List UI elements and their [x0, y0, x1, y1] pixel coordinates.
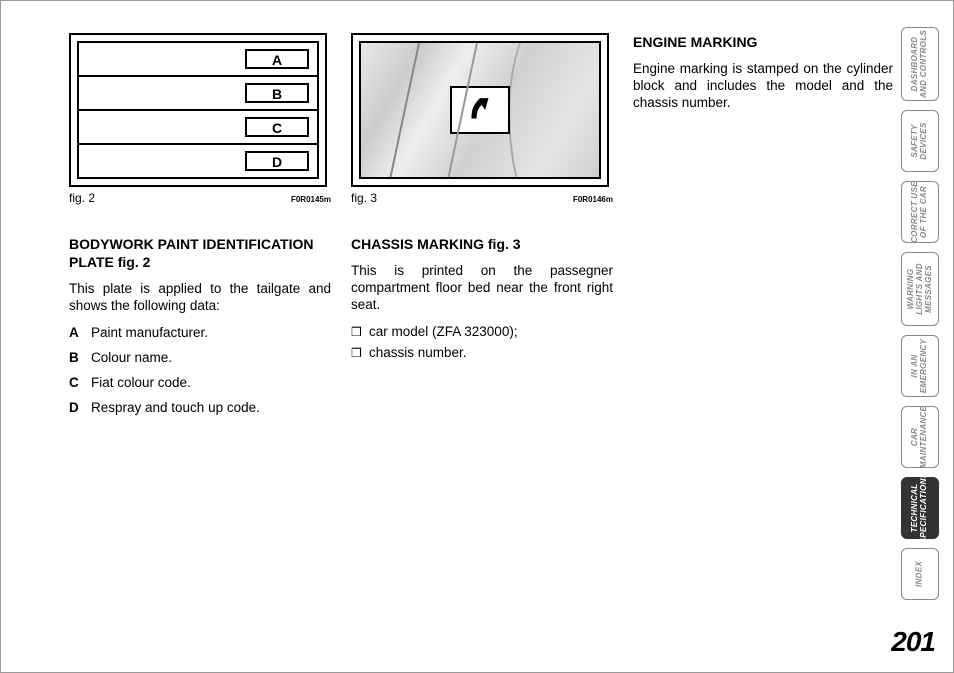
- bullet-item: chassis number.: [351, 345, 613, 360]
- plate-row: D: [79, 145, 317, 177]
- def-val: Paint manufacturer.: [91, 325, 208, 340]
- fig2-code: F0R0145m: [291, 195, 331, 204]
- plate-label-b: B: [245, 83, 309, 103]
- side-tab-label: WARNINGLIGHTS ANDMESSAGES: [907, 263, 933, 315]
- bullet-item: car model (ZFA 323000);: [351, 324, 613, 339]
- section3-body: Engine marking is stamped on the cylinde…: [633, 61, 893, 112]
- side-tab[interactable]: CORRECT USEOF THE CAR: [901, 181, 939, 243]
- side-tab[interactable]: CARMAINTENANCE: [901, 406, 939, 468]
- side-tab[interactable]: WARNINGLIGHTS ANDMESSAGES: [901, 252, 939, 326]
- manual-page: A B C D fig. 2 F0: [0, 0, 954, 673]
- plate-row: C: [79, 111, 317, 145]
- side-tab-label: SAFETYDEVICES: [911, 122, 929, 159]
- arrow-up-icon: [450, 86, 510, 134]
- side-tab[interactable]: SAFETYDEVICES: [901, 110, 939, 172]
- def-key: B: [69, 350, 91, 365]
- plate-label-a: A: [245, 49, 309, 69]
- side-tab-label: DASHBOARDAND CONTROLS: [911, 30, 929, 98]
- side-tab-label: INDEX: [916, 561, 925, 587]
- section1-heading: BODYWORK PAINT IDENTIFICATION PLATE fig.…: [69, 235, 331, 271]
- side-tabs: DASHBOARDAND CONTROLS SAFETYDEVICES CORREC…: [901, 27, 939, 600]
- section2-intro: This is printed on the passegner compart…: [351, 263, 613, 314]
- figure-3-illustration: [359, 41, 601, 179]
- side-tab-label: IN ANEMERGENCY: [911, 339, 929, 393]
- plate-label-d: D: [245, 151, 309, 171]
- figure-3-box: [351, 33, 609, 187]
- content-area: A B C D fig. 2 F0: [1, 1, 953, 445]
- def-val: Colour name.: [91, 350, 172, 365]
- plate-row: B: [79, 77, 317, 111]
- def-key: A: [69, 325, 91, 340]
- page-number: 201: [891, 626, 935, 658]
- plate-row: A: [79, 43, 317, 77]
- column-2: fig. 3 F0R0146m CHASSIS MARKING fig. 3 T…: [351, 33, 613, 425]
- section3-heading: ENGINE MARKING: [633, 33, 893, 51]
- def-item: A Paint manufacturer.: [69, 325, 331, 340]
- side-tab[interactable]: DASHBOARDAND CONTROLS: [901, 27, 939, 101]
- figure-2-box: A B C D: [69, 33, 327, 187]
- def-val: Fiat colour code.: [91, 375, 191, 390]
- figure-2-caption: fig. 2 F0R0145m: [69, 191, 331, 205]
- def-key: C: [69, 375, 91, 390]
- fig3-number: fig. 3: [351, 191, 377, 205]
- side-tab-label: CARMAINTENANCE: [911, 406, 929, 468]
- plate-label-c: C: [245, 117, 309, 137]
- column-3: ENGINE MARKING Engine marking is stamped…: [633, 33, 893, 425]
- def-item: C Fiat colour code.: [69, 375, 331, 390]
- side-tab[interactable]: IN ANEMERGENCY: [901, 335, 939, 397]
- section1-intro: This plate is applied to the tailgate an…: [69, 281, 331, 315]
- section2-heading: CHASSIS MARKING fig. 3: [351, 235, 613, 253]
- side-tab[interactable]: INDEX: [901, 548, 939, 600]
- def-val: Respray and touch up code.: [91, 400, 260, 415]
- side-tab-label: CORRECT USEOF THE CAR: [911, 181, 929, 243]
- column-1: A B C D fig. 2 F0: [69, 33, 331, 425]
- def-item: D Respray and touch up code.: [69, 400, 331, 415]
- def-item: B Colour name.: [69, 350, 331, 365]
- side-tab[interactable]: TECHNICALSPECIFICATIONS: [901, 477, 939, 539]
- def-key: D: [69, 400, 91, 415]
- fig2-number: fig. 2: [69, 191, 95, 205]
- section1-definition-list: A Paint manufacturer. B Colour name. C F…: [69, 325, 331, 415]
- figure-2-plate: A B C D: [77, 41, 319, 179]
- fig3-code: F0R0146m: [573, 195, 613, 204]
- side-tab-label: TECHNICALSPECIFICATIONS: [911, 473, 929, 544]
- figure-3-caption: fig. 3 F0R0146m: [351, 191, 613, 205]
